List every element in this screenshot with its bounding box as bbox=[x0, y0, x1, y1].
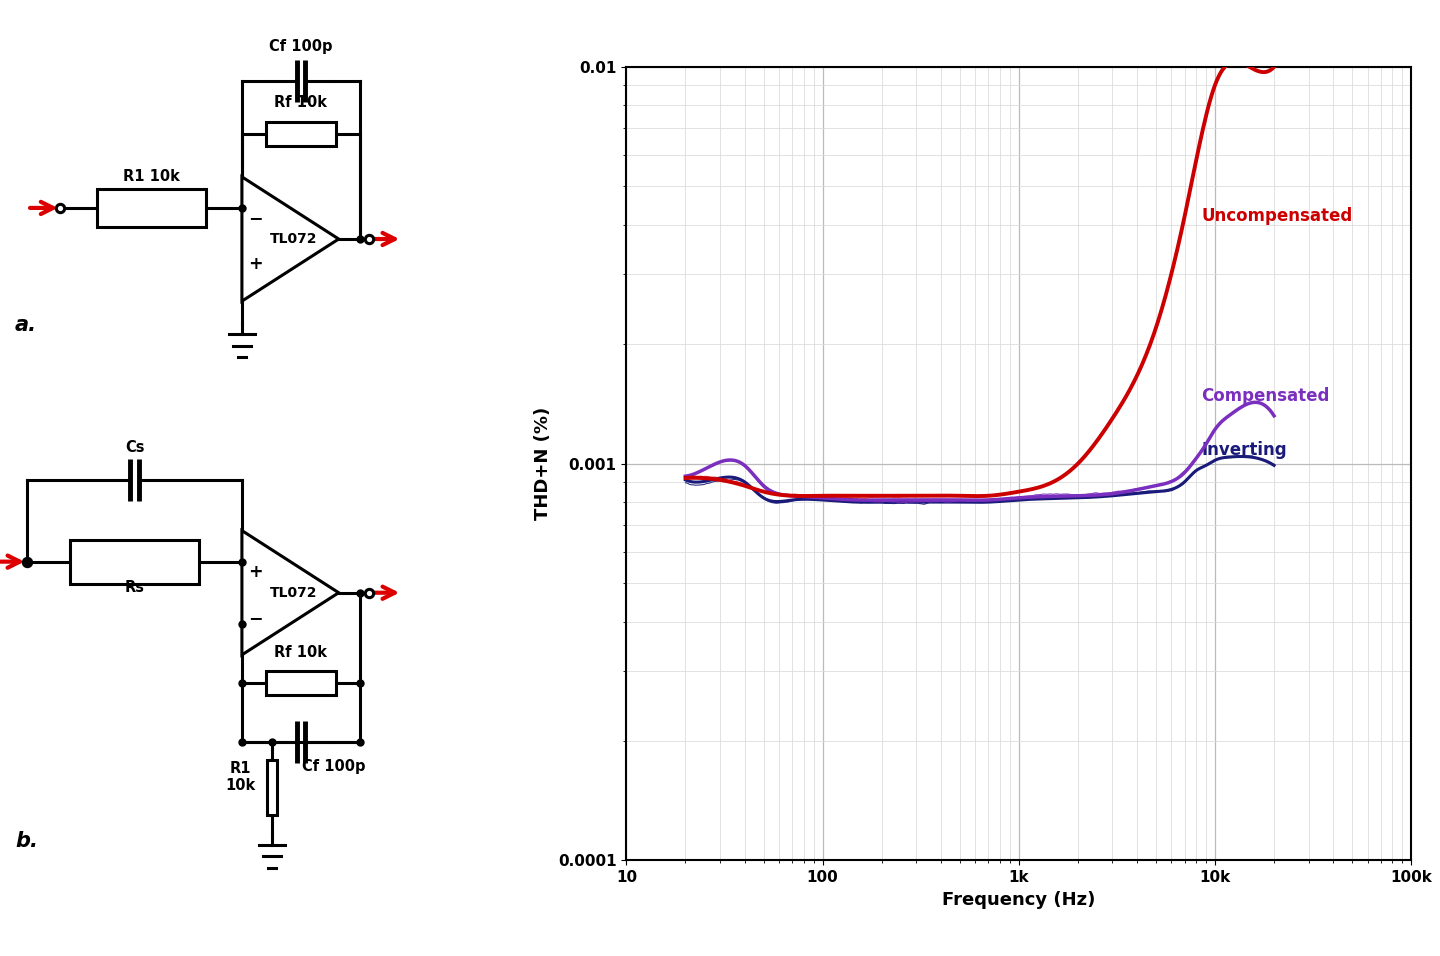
Text: R1
10k: R1 10k bbox=[226, 761, 256, 793]
Text: a.: a. bbox=[14, 315, 37, 335]
Bar bbox=[96, 189, 206, 227]
Text: +: + bbox=[248, 255, 262, 272]
Text: Compensated: Compensated bbox=[1201, 387, 1329, 405]
X-axis label: Frequency (Hz): Frequency (Hz) bbox=[942, 891, 1096, 908]
Y-axis label: THD+N (%): THD+N (%) bbox=[534, 407, 553, 520]
Bar bbox=[265, 671, 337, 695]
Text: Rf 10k: Rf 10k bbox=[275, 95, 327, 110]
Text: Cs: Cs bbox=[125, 440, 144, 455]
Text: TL072: TL072 bbox=[269, 586, 317, 599]
Text: Cf 100p: Cf 100p bbox=[269, 38, 333, 54]
Text: R1 10k: R1 10k bbox=[122, 169, 180, 185]
Bar bbox=[265, 121, 337, 146]
Text: Rf 10k: Rf 10k bbox=[275, 645, 327, 661]
Text: TL072: TL072 bbox=[269, 232, 317, 246]
Text: +: + bbox=[248, 563, 262, 580]
Bar bbox=[71, 539, 199, 584]
Text: Uncompensated: Uncompensated bbox=[1201, 207, 1352, 226]
Polygon shape bbox=[242, 177, 338, 301]
Text: −: − bbox=[248, 209, 262, 227]
Bar bbox=[266, 761, 278, 815]
Polygon shape bbox=[242, 531, 338, 655]
Text: b.: b. bbox=[14, 832, 37, 851]
Text: −: − bbox=[248, 609, 262, 626]
Text: Inverting: Inverting bbox=[1201, 442, 1287, 460]
Text: Rs: Rs bbox=[125, 580, 144, 596]
Text: Cf 100p: Cf 100p bbox=[302, 759, 366, 774]
